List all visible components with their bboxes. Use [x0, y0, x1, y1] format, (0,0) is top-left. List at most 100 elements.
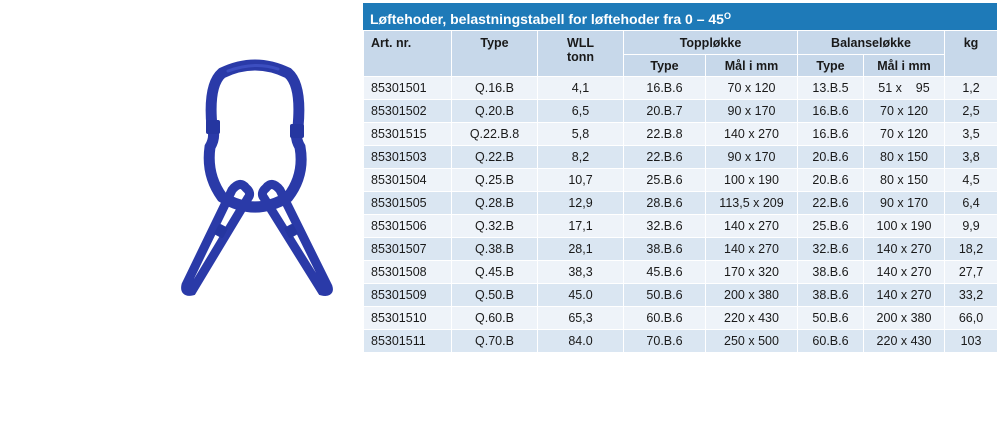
- cell-bal-type: 22.B.6: [797, 191, 864, 215]
- subheader-top-mal: Mål i mm: [705, 54, 798, 77]
- cell-bal-type: 25.B.6: [797, 214, 864, 238]
- cell-art: 85301504: [363, 168, 452, 192]
- table-row: 85301508 Q.45.B 38,3 45.B.6 170 x 320 38.B.6 1…: [363, 260, 999, 284]
- cell-art: 85301515: [363, 122, 452, 146]
- cell-top-mal: 70 x 120: [705, 76, 798, 100]
- cell-wll: 12,9: [537, 191, 624, 215]
- cell-top-type: 38.B.6: [623, 237, 706, 261]
- data-table: Art. nr. Type WLL tonn Toppløkke Balansel…: [363, 30, 999, 353]
- cell-top-type: 25.B.6: [623, 168, 706, 192]
- table-row: 85301506 Q.32.B 17,1 32.B.6 140 x 270 25.B.6 1…: [363, 214, 999, 238]
- cell-bal-mal: 100 x 190: [862, 214, 946, 238]
- cell-bal-type: 38.B.6: [797, 283, 864, 307]
- col-header-balanseloekke: Balanseløkke: [796, 30, 946, 55]
- cell-top-mal: 113,5 x 209: [705, 191, 798, 215]
- cell-bal-mal: 140 x 270: [862, 237, 946, 261]
- cell-wll: 8,2: [537, 145, 624, 169]
- cell-art: 85301508: [363, 260, 452, 284]
- cell-wll: 65,3: [537, 306, 624, 330]
- cell-type: Q.32.B: [451, 214, 538, 238]
- cell-bal-type: 20.B.6: [797, 145, 864, 169]
- cell-wll: 84.0: [537, 329, 624, 353]
- cell-bal-mal: 200 x 380: [862, 306, 946, 330]
- cell-bal-mal: 140 x 270: [862, 260, 946, 284]
- cell-type: Q.22.B.8: [451, 122, 538, 146]
- cell-top-type: 28.B.6: [623, 191, 706, 215]
- cell-type: Q.70.B: [451, 329, 538, 353]
- cell-top-type: 50.B.6: [623, 283, 706, 307]
- cell-bal-mal: 220 x 430: [862, 329, 946, 353]
- cell-art: 85301503: [363, 145, 452, 169]
- cell-kg: 1,2: [944, 76, 999, 100]
- subheader-bal-mal: Mål i mm: [862, 54, 946, 77]
- cell-art: 85301507: [363, 237, 452, 261]
- cell-kg: 33,2: [944, 283, 999, 307]
- cell-top-type: 22.B.6: [623, 145, 706, 169]
- cell-art: 85301501: [363, 76, 452, 100]
- table-row: 85301507 Q.38.B 28,1 38.B.6 140 x 270 32.B.6 1…: [363, 237, 999, 261]
- table-row: 85301509 Q.50.B 45.0 50.B.6 200 x 380 38.B.6 1…: [363, 283, 999, 307]
- cell-top-type: 70.B.6: [623, 329, 706, 353]
- cell-bal-mal: 80 x 150: [862, 145, 946, 169]
- cell-wll: 38,3: [537, 260, 624, 284]
- col-header-kg: kg: [944, 30, 999, 77]
- wll-label: WLL: [566, 36, 595, 50]
- cell-wll: 10,7: [537, 168, 624, 192]
- cell-bal-mal: 70 x 120: [862, 122, 946, 146]
- cell-top-mal: 170 x 320: [705, 260, 798, 284]
- cell-bal-mal: 70 x 120: [862, 99, 946, 123]
- table-row: 85301501 Q.16.B 4,1 16.B.6 70 x 120 13.B.5 51 …: [363, 76, 999, 100]
- cell-art: 85301509: [363, 283, 452, 307]
- cell-art: 85301511: [363, 329, 452, 353]
- col-header-art-nr: Art. nr.: [363, 30, 452, 77]
- cell-top-mal: 100 x 190: [705, 168, 798, 192]
- cell-top-type: 16.B.6: [623, 76, 706, 100]
- table-row: 85301502 Q.20.B 6,5 20.B.7 90 x 170 16.B.6 70 …: [363, 99, 999, 123]
- cell-art: 85301502: [363, 99, 452, 123]
- cell-type: Q.22.B: [451, 145, 538, 169]
- cell-bal-mal: 51 x 95: [862, 76, 946, 100]
- cell-bal-mal: 90 x 170: [862, 191, 946, 215]
- col-header-type: Type: [451, 30, 538, 77]
- degree-symbol: O: [723, 11, 731, 21]
- cell-top-mal: 220 x 430: [705, 306, 798, 330]
- cell-top-type: 22.B.8: [623, 122, 706, 146]
- cell-wll: 4,1: [537, 76, 624, 100]
- cell-type: Q.45.B: [451, 260, 538, 284]
- subheader-bal-type: Type: [797, 54, 864, 77]
- cell-art: 85301506: [363, 214, 452, 238]
- cell-art: 85301505: [363, 191, 452, 215]
- table-row: 85301503 Q.22.B 8,2 22.B.6 90 x 170 20.B.6 80 …: [363, 145, 999, 169]
- cell-top-mal: 200 x 380: [705, 283, 798, 307]
- cell-bal-mal: 140 x 270: [862, 283, 946, 307]
- cell-type: Q.16.B: [451, 76, 538, 100]
- cell-top-mal: 140 x 270: [705, 122, 798, 146]
- header-row: Art. nr. Type WLL tonn Toppløkke Balansel…: [363, 30, 999, 77]
- cell-bal-type: 32.B.6: [797, 237, 864, 261]
- table-row: 85301511 Q.70.B 84.0 70.B.6 250 x 500 60.B.6 2…: [363, 329, 999, 353]
- cell-type: Q.20.B: [451, 99, 538, 123]
- load-table: Løftehoder, belastningstabell for løfteh…: [363, 3, 999, 353]
- wll-unit: tonn: [566, 50, 595, 64]
- cell-type: Q.28.B: [451, 191, 538, 215]
- col-header-wll: WLL tonn: [537, 30, 624, 77]
- table-row: 85301515 Q.22.B.8 5,8 22.B.8 140 x 270 16.B.6…: [363, 122, 999, 146]
- cell-bal-type: 20.B.6: [797, 168, 864, 192]
- cell-art: 85301510: [363, 306, 452, 330]
- cell-wll: 45.0: [537, 283, 624, 307]
- cell-type: Q.50.B: [451, 283, 538, 307]
- table-row: 85301504 Q.25.B 10,7 25.B.6 100 x 190 20.B.6 8…: [363, 168, 999, 192]
- cell-top-mal: 140 x 270: [705, 214, 798, 238]
- cell-type: Q.60.B: [451, 306, 538, 330]
- col-header-topploekke: Toppløkke: [623, 30, 798, 55]
- cell-wll: 6,5: [537, 99, 624, 123]
- cell-kg: 18,2: [944, 237, 999, 261]
- cell-kg: 3,8: [944, 145, 999, 169]
- cell-top-type: 20.B.7: [623, 99, 706, 123]
- cell-type: Q.38.B: [451, 237, 538, 261]
- cell-bal-type: 60.B.6: [797, 329, 864, 353]
- cell-wll: 5,8: [537, 122, 624, 146]
- cell-top-type: 60.B.6: [623, 306, 706, 330]
- cell-kg: 3,5: [944, 122, 999, 146]
- table-body: 85301501 Q.16.B 4,1 16.B.6 70 x 120 13.B.5 51 …: [363, 76, 999, 353]
